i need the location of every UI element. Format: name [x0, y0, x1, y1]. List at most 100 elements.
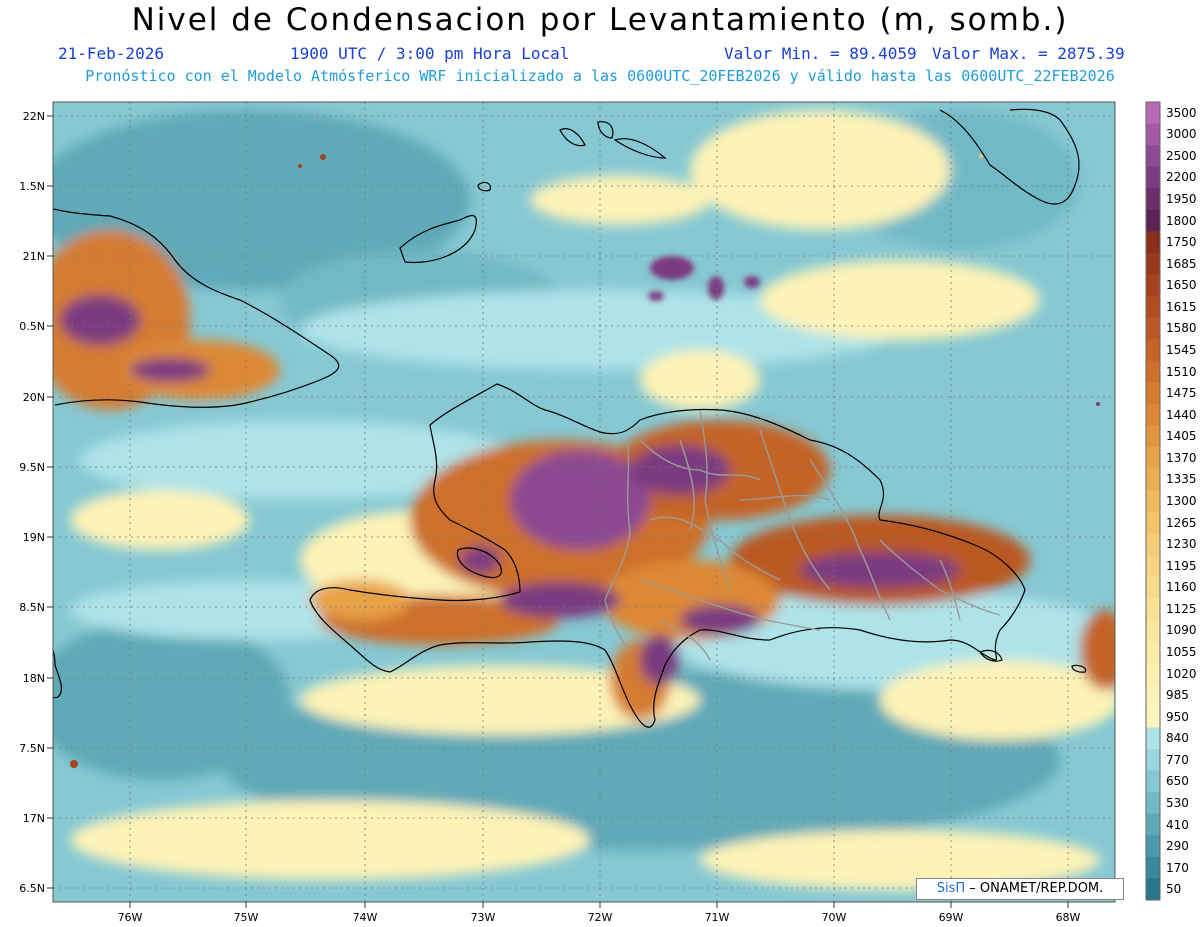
- lat-label-6: 9.5N: [19, 461, 45, 474]
- colorbar-level-label: 1370: [1166, 450, 1197, 465]
- colorbar-level-label: 1335: [1166, 472, 1197, 487]
- colorbar-level-label: 1160: [1166, 580, 1197, 595]
- colorbar-level-label: 3000: [1166, 127, 1197, 142]
- colorbar-swatch: [1146, 792, 1160, 815]
- colorbar-swatch: [1146, 231, 1160, 254]
- colorbar-level-label: 1055: [1166, 644, 1197, 659]
- lat-label-11: 17N: [23, 812, 45, 825]
- colorbar-swatch: [1146, 425, 1160, 448]
- colorbar-level-label: 1510: [1166, 364, 1197, 379]
- colorbar-level-label: 1090: [1166, 623, 1197, 638]
- colorbar-swatch: [1146, 123, 1160, 146]
- colorbar-swatch: [1146, 382, 1160, 405]
- lat-label-7: 19N: [23, 531, 45, 544]
- colorbar-swatch: [1146, 576, 1160, 599]
- lon-label-3: 74W: [353, 911, 378, 924]
- colorbar-swatch: [1146, 188, 1160, 211]
- colorbar-level-label: 840: [1166, 731, 1189, 746]
- province-borders: [604, 409, 1001, 661]
- colorbar-swatch: [1146, 749, 1160, 772]
- colorbar-level-label: 950: [1166, 709, 1189, 724]
- colorbar-level-label: 1950: [1166, 192, 1197, 207]
- colorbar-level-label: 650: [1166, 774, 1189, 789]
- colorbar-level-label: 1020: [1166, 666, 1197, 681]
- colorbar-level-label: 1440: [1166, 407, 1197, 422]
- lon-label-5: 72W: [588, 911, 613, 924]
- colorbar-level-label: 1685: [1166, 256, 1197, 271]
- credit-box: SisΠ – ONAMET/REP.DOM.: [916, 878, 1124, 900]
- colorbar-swatch: [1146, 317, 1160, 340]
- forecast-date: 21-Feb-2026: [58, 44, 164, 63]
- colorbar-level-label: 2200: [1166, 170, 1197, 185]
- colorbar-level-label: 1125: [1166, 601, 1197, 616]
- colorbar-swatch: [1146, 554, 1160, 577]
- lat-label-8: 8.5N: [19, 601, 45, 614]
- graticule: [53, 102, 1115, 902]
- colorbar-swatch: [1146, 705, 1160, 728]
- colorbar-swatch: [1146, 856, 1160, 879]
- map-title: Nivel de Condensacion por Levantamiento …: [131, 2, 1069, 38]
- colorbar-swatch: [1146, 102, 1160, 125]
- colorbar-level-label: 410: [1166, 817, 1189, 832]
- credit-org: – ONAMET/REP.DOM.: [965, 881, 1104, 896]
- colorbar-swatch: [1146, 770, 1160, 793]
- colorbar-swatch: [1146, 274, 1160, 297]
- colorbar-level-label: 1300: [1166, 494, 1197, 508]
- coastlines: [53, 108, 1087, 728]
- colorbar-level-label: 3500: [1166, 105, 1197, 120]
- colorbar-swatch: [1146, 598, 1160, 621]
- lon-label-8: 69W: [939, 911, 964, 924]
- colorbar-swatch: [1146, 252, 1160, 276]
- colorbar-level-label: 1580: [1166, 321, 1197, 336]
- colorbar-level-label: 1650: [1166, 278, 1197, 293]
- lon-label-7: 70W: [822, 911, 847, 924]
- lat-label-12: 6.5N: [19, 882, 45, 895]
- colorbar-level-label: 2500: [1166, 148, 1197, 163]
- colorbar-level-label: 1545: [1166, 343, 1197, 358]
- colorbar-swatch: [1146, 209, 1160, 232]
- colorbar-level-label: 530: [1166, 795, 1189, 810]
- colorbar-swatch: [1146, 662, 1160, 685]
- forecast-time: 1900 UTC / 3:00 pm Hora Local: [290, 44, 570, 63]
- lon-label-6: 71W: [705, 911, 730, 924]
- lat-label-1: 22N: [23, 110, 45, 123]
- lat-label-3: 21N: [23, 250, 45, 263]
- colorbar-level-label: 985: [1166, 688, 1189, 703]
- colorbar-swatch: [1146, 166, 1160, 189]
- colorbar-level-label: 1750: [1166, 235, 1197, 250]
- colorbar-swatch: [1146, 835, 1160, 858]
- lat-label-10: 7.5N: [19, 742, 45, 755]
- colorbar-level-label: 1800: [1166, 213, 1197, 228]
- lon-label-9: 68W: [1056, 911, 1081, 924]
- colorbar-swatch: [1146, 490, 1160, 513]
- model-info: Pronóstico con el Modelo Atmósferico WRF…: [85, 67, 1115, 85]
- shaded-field: [53, 102, 1115, 902]
- colorbar-swatch: [1146, 878, 1160, 901]
- colorbar-level-label: 1230: [1166, 537, 1197, 552]
- colorbar-level-label: 1265: [1166, 515, 1197, 530]
- colorbar-swatch: [1146, 511, 1160, 534]
- colorbar-swatch: [1146, 403, 1160, 427]
- colorbar-swatch: [1146, 641, 1160, 664]
- colorbar-swatch: [1146, 813, 1160, 836]
- colorbar-level-label: 1475: [1166, 386, 1197, 401]
- colorbar-swatch: [1146, 468, 1160, 491]
- colorbar-swatch: [1146, 296, 1160, 319]
- colorbar-level-label: 1195: [1166, 558, 1197, 573]
- colorbar-swatch: [1146, 447, 1160, 470]
- colorbar-level-label: 1615: [1166, 299, 1197, 314]
- colorbar-level-label: 50: [1166, 882, 1182, 897]
- credit-brand: SisΠ: [936, 881, 966, 896]
- value-min: Valor Min. = 89.4059: [724, 44, 917, 63]
- lat-label-4: 0.5N: [19, 320, 45, 333]
- colorbar-level-label: 1405: [1166, 429, 1197, 444]
- colorbar-swatch: [1146, 684, 1160, 707]
- lon-label-1: 76W: [118, 911, 143, 924]
- lon-label-2: 75W: [234, 911, 259, 924]
- lat-label-5: 20N: [23, 391, 45, 404]
- colorbar-swatch: [1146, 360, 1160, 383]
- lon-label-4: 73W: [471, 911, 496, 924]
- lat-label-2: 1.5N: [19, 180, 45, 193]
- colorbar: [1145, 101, 1161, 901]
- colorbar-level-label: 170: [1166, 860, 1189, 875]
